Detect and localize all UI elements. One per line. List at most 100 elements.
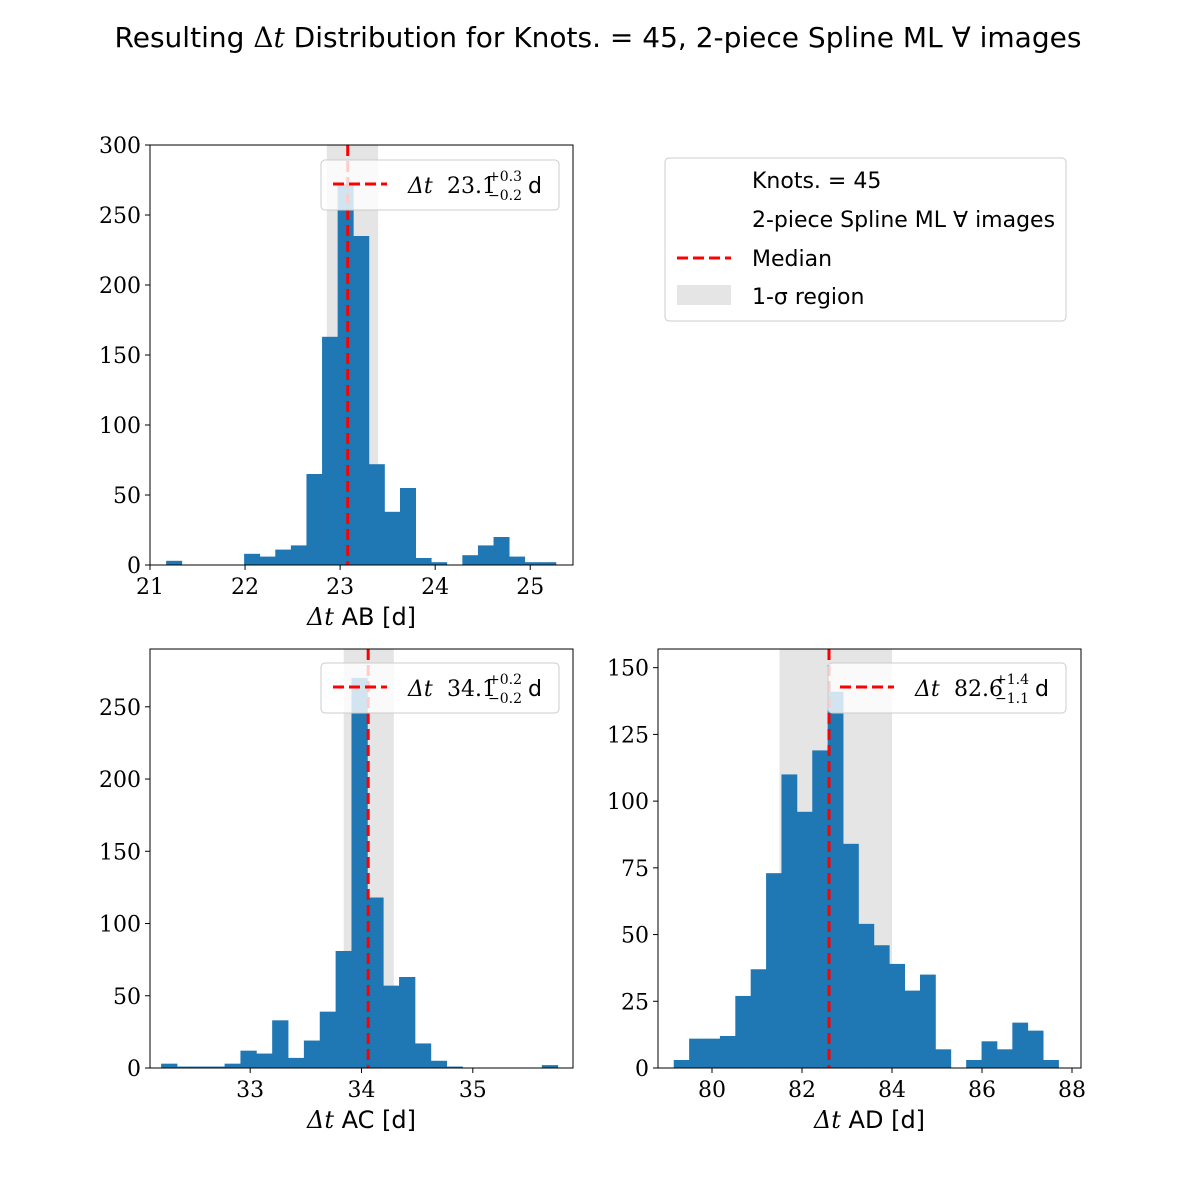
histogram-bar-ab <box>477 545 494 565</box>
histogram-bar-ad <box>796 811 813 1068</box>
histogram-bar-ab <box>337 184 354 565</box>
y-tick-label-ad: 25 <box>621 990 649 1015</box>
y-tick-label-ad: 125 <box>607 723 649 748</box>
x-tick-label-ab: 24 <box>421 575 449 600</box>
y-tick-label-ab: 50 <box>113 484 141 509</box>
histogram-bar-ac <box>541 1065 559 1068</box>
histogram-bar-ac <box>288 1057 305 1068</box>
histogram-bar-ac <box>319 1011 337 1068</box>
y-tick-label-ad: 75 <box>621 857 649 882</box>
histogram-bar-ac <box>240 1050 257 1068</box>
x-axis-label-text-ad: AD [d] <box>841 1106 925 1134</box>
annotation-value-ab: 23.1 <box>447 174 496 199</box>
histogram-bar-ad <box>996 1049 1013 1068</box>
histogram-bar-ab <box>431 562 448 565</box>
histogram-bar-ad <box>766 873 782 1068</box>
histogram-bar-ac <box>446 1066 463 1068</box>
x-axis-label-text-ac: AC [d] <box>334 1106 416 1134</box>
annotation-symbol-ad: Δt <box>914 677 940 702</box>
median-annotation-ad: Δt 82.6+1.4 −1.1 d <box>827 662 1067 714</box>
y-tick-label-ab: 150 <box>99 344 141 369</box>
annotation-upper-error-ac: +0.2 <box>488 672 522 688</box>
histogram-bar-ab <box>384 511 401 565</box>
y-tick-label-ad: 0 <box>635 1057 649 1082</box>
histogram-bar-ad <box>858 923 875 1068</box>
y-tick-label-ac: 0 <box>127 1057 141 1082</box>
histogram-bar-ac <box>335 950 352 1068</box>
histogram-bar-ad <box>735 995 752 1068</box>
histogram-bar-ad <box>704 1038 721 1068</box>
histogram-bar-ac <box>367 897 384 1068</box>
histogram-bar-ad <box>1027 1030 1044 1068</box>
histogram-bar-ac <box>224 1063 241 1068</box>
median-annotation-ab: Δt 23.1+0.3 −0.2 d <box>320 159 560 211</box>
histogram-bar-ad <box>935 1049 952 1068</box>
histogram-bar-ab <box>415 558 432 565</box>
plot-area-ad <box>673 649 1059 1068</box>
histogram-bar-ab <box>524 562 541 565</box>
histogram-bar-ab <box>368 464 385 565</box>
y-tick-label-ac: 150 <box>99 840 141 865</box>
annotation-lower-error-ad: −1.1 <box>995 691 1029 707</box>
histogram-bar-ab <box>399 488 416 565</box>
annotation-value-ad: 82.6 <box>954 677 1003 702</box>
y-tick-label-ac: 50 <box>113 985 141 1010</box>
annotation-symbol-ab: Δt <box>407 174 433 199</box>
legend-label-knots: Knots. = 45 <box>752 169 881 194</box>
figure-title: Resulting Δt Distribution for Knots. = 4… <box>115 21 1082 54</box>
annotation-unit-ad: d <box>1035 677 1049 702</box>
plot-area-ac <box>161 649 559 1068</box>
y-tick-label-ab: 300 <box>99 134 141 159</box>
histogram-bar-ac <box>399 976 416 1068</box>
histogram-bar-ad <box>843 843 859 1068</box>
histogram-bar-ad <box>966 1059 982 1068</box>
annotation-upper-error-ab: +0.3 <box>488 169 522 185</box>
legend-sigma-swatch <box>677 285 731 305</box>
y-tick-label-ab: 200 <box>99 274 141 299</box>
legend-label-sigma: 1-σ region <box>752 285 864 310</box>
axes-frame-ad <box>657 648 1082 1069</box>
annotation-unit-ab: d <box>528 174 542 199</box>
histogram-bar-ac <box>430 1060 448 1068</box>
histogram-bar-ab <box>290 545 307 565</box>
legend-label-method: 2-piece Spline ML ∀ images <box>752 208 1055 233</box>
histogram-bar-ab <box>540 562 557 565</box>
x-tick-label-ad: 82 <box>788 1078 816 1103</box>
x-tick-label-ab: 22 <box>231 575 259 600</box>
x-tick-label-ad: 80 <box>698 1078 726 1103</box>
y-tick-label-ac: 200 <box>99 768 141 793</box>
histogram-bar-ad <box>919 974 936 1068</box>
histogram-bar-ad <box>873 945 890 1068</box>
y-tick-label-ad: 150 <box>607 657 649 682</box>
median-annotation-ac: Δt 34.1+0.2 −0.2 d <box>320 662 560 714</box>
annotation-lower-error-ac: −0.2 <box>488 691 522 707</box>
y-tick-label-ac: 100 <box>99 913 141 938</box>
annotation-frame-ab <box>320 159 560 211</box>
annotation-frame-ac <box>320 662 560 714</box>
histogram-bar-ad <box>719 1035 736 1068</box>
annotation-frame-ad <box>827 662 1067 714</box>
x-tick-label-ac: 34 <box>348 1078 376 1103</box>
annotation-value-ac: 34.1 <box>447 677 496 702</box>
y-tick-label-ab: 0 <box>127 554 141 579</box>
histogram-bar-ab <box>353 236 370 565</box>
legend-frame <box>664 157 1067 322</box>
annotation-lower-error-ab: −0.2 <box>488 188 522 204</box>
histogram-bar-ac <box>272 1020 289 1068</box>
x-tick-label-ac: 35 <box>459 1078 487 1103</box>
y-tick-label-ad: 100 <box>607 790 649 815</box>
legend-label-median: Median <box>752 247 832 272</box>
histogram-bar-ab <box>462 555 479 565</box>
histogram-bar-ad <box>781 774 798 1068</box>
histogram-bar-ac <box>351 677 368 1068</box>
histogram-bar-ad <box>750 969 767 1068</box>
histogram-bar-ad <box>689 1038 705 1068</box>
histogram-bar-ab <box>259 556 276 565</box>
histogram-bar-ad <box>981 1041 998 1068</box>
x-tick-label-ac: 33 <box>236 1078 264 1103</box>
histogram-bar-ac <box>383 985 400 1068</box>
x-axis-label-ac: Δt AC [d] <box>306 1106 416 1134</box>
annotation-unit-ac: d <box>528 677 542 702</box>
